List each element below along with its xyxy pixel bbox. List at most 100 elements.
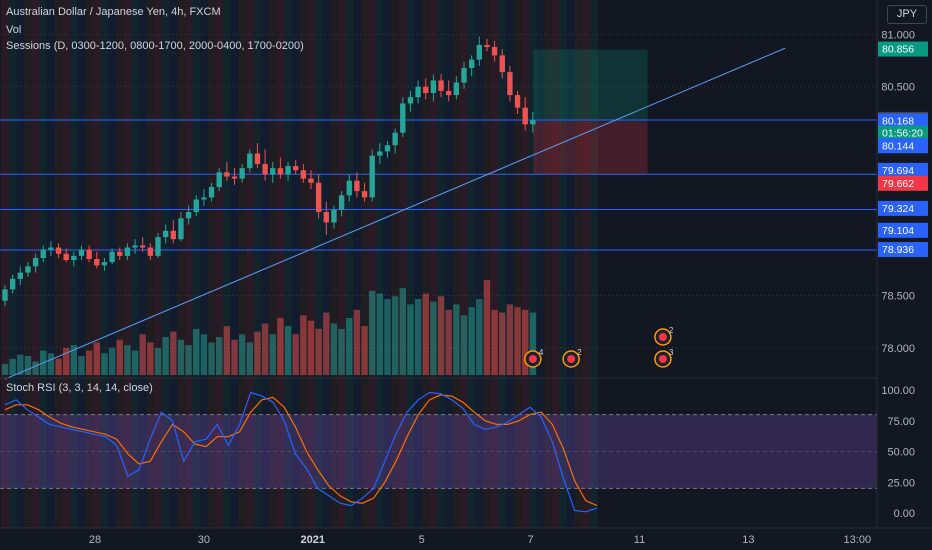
volume-bar — [108, 347, 116, 375]
time-tick-label: 30 — [198, 534, 210, 546]
candle-body — [94, 259, 100, 266]
session-band — [138, 0, 147, 528]
session-band — [544, 0, 552, 528]
candle-body — [338, 195, 345, 210]
candle-body — [208, 186, 215, 198]
volume-bar — [170, 331, 177, 375]
candle-body — [178, 218, 184, 240]
session-band — [559, 0, 568, 528]
volume-bar — [17, 354, 24, 375]
session-band — [207, 0, 216, 528]
time-tick-label: 28 — [89, 534, 101, 546]
time-tick-label: 7 — [528, 534, 534, 546]
sessions-legend[interactable]: Sessions (D, 0300-1200, 0800-1700, 2000-… — [6, 40, 304, 52]
session-band — [360, 0, 369, 528]
session-band — [414, 0, 422, 528]
candle-body — [407, 97, 414, 104]
stoch-tick-label: 75.00 — [887, 416, 915, 428]
price-axis-background — [877, 0, 932, 528]
candle-body — [170, 230, 176, 240]
price-badge — [878, 200, 928, 216]
volume-bar — [307, 320, 315, 375]
session-band — [475, 0, 484, 528]
volume-bar — [437, 296, 445, 375]
volume-bar — [9, 358, 16, 375]
session-band — [238, 0, 246, 528]
volume-bar — [346, 318, 353, 375]
event-count: 3 — [669, 348, 674, 357]
volume-bar — [131, 350, 139, 375]
candle-body — [86, 249, 92, 260]
session-band — [437, 0, 445, 528]
stoch-rsi-legend[interactable]: Stoch RSI (3, 3, 14, 14, close) — [6, 382, 153, 394]
volume-bar — [414, 299, 422, 375]
session-band — [391, 0, 399, 528]
session-band — [574, 0, 583, 528]
session-band — [192, 0, 201, 528]
candle-body — [140, 245, 146, 248]
session-band — [498, 0, 507, 528]
price-axis[interactable]: 81.00080.50078.50078.00080.85680.18280.1… — [876, 0, 932, 528]
session-band — [490, 0, 499, 528]
trendline[interactable] — [4, 47, 786, 380]
volume-bar — [399, 288, 407, 375]
price-badge — [878, 242, 928, 258]
volume-bar — [1, 364, 9, 375]
stoch-d-line — [4, 394, 598, 507]
candle-body — [216, 172, 222, 187]
time-tick-label: 5 — [419, 534, 425, 546]
session-band — [521, 0, 530, 528]
candle-body — [369, 155, 375, 198]
session-band — [322, 0, 331, 528]
volume-bar — [208, 342, 215, 375]
candle-body — [522, 107, 528, 125]
candle-body — [377, 151, 383, 156]
candle-body — [384, 145, 391, 152]
price-badge — [878, 175, 928, 191]
session-band — [307, 0, 315, 528]
currency-badge[interactable]: JPY — [887, 5, 927, 24]
volume-bar — [315, 328, 322, 375]
candle-body — [155, 237, 161, 256]
economic-events[interactable]: 4 2 3 2 — [524, 326, 674, 368]
session-band — [529, 0, 537, 528]
stoch-tick-label: 0.00 — [894, 508, 915, 520]
session-band — [582, 0, 591, 528]
target-zone — [533, 49, 648, 122]
candle-body — [499, 55, 505, 73]
long-position-tool[interactable] — [533, 49, 648, 175]
session-band — [245, 0, 254, 528]
volume-bar — [246, 342, 254, 375]
volume-bar — [476, 299, 483, 375]
candle-body — [461, 67, 467, 83]
session-band — [62, 0, 71, 528]
candle-body — [300, 170, 307, 179]
symbol-legend[interactable]: Australian Dollar / Japanese Yen, 4h, FX… — [6, 6, 221, 18]
session-band — [398, 0, 407, 528]
volume-bar — [55, 358, 62, 375]
candle-body — [40, 249, 46, 258]
volume-bar — [460, 315, 468, 375]
stoch-tick-label: 50.00 — [887, 447, 915, 459]
volume-bar — [124, 345, 131, 375]
candle-body — [247, 153, 253, 169]
horizontal-levels[interactable] — [0, 119, 877, 251]
volume-bar — [483, 280, 491, 375]
candle-body — [124, 247, 131, 256]
volume-legend[interactable]: Vol — [6, 24, 22, 36]
session-band — [353, 0, 361, 528]
volume-bar — [24, 356, 32, 375]
session-band — [39, 0, 48, 528]
volume-bar — [70, 345, 78, 375]
volume-bar — [93, 342, 101, 375]
stoch-rsi-pane — [0, 377, 932, 513]
session-band — [506, 0, 514, 528]
session-band — [85, 0, 93, 528]
session-band — [184, 0, 193, 528]
price-tick-label: 80.500 — [881, 82, 915, 94]
volume-bar — [453, 304, 460, 375]
candle-body — [132, 245, 138, 248]
volume-bar — [269, 334, 276, 375]
